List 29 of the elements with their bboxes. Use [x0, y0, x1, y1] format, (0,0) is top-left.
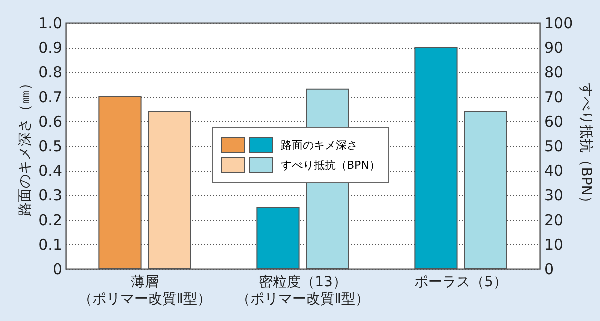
y2-tick-label: 40 — [544, 162, 564, 180]
y-tick-label: 0.9 — [38, 39, 62, 58]
legend-label: 路面のキメ深さ — [281, 138, 358, 152]
y-tick-label: 0.1 — [38, 236, 62, 254]
y2-axis-title: すべり抵抗（BPN） — [578, 83, 594, 210]
y-tick-label: 0.3 — [38, 186, 62, 205]
y2-tick-label: 20 — [544, 211, 564, 230]
y-tick-label: 1.0 — [38, 14, 62, 32]
x-tick-label: 薄層（ポリマー改質Ⅱ型） — [78, 274, 212, 308]
y-tick-label: 0.5 — [38, 138, 62, 156]
y-tick-label: 0.6 — [38, 112, 62, 131]
y2-tick-label: 10 — [544, 236, 564, 254]
y2-tick-label: 0 — [544, 260, 554, 278]
y2-tick-label: 100 — [544, 14, 574, 32]
x-tick-label: ポーラス（5） — [414, 274, 508, 290]
y-axis-title: 路面のキメ深さ（㎜） — [18, 76, 34, 216]
y-tick-label: 0.2 — [38, 211, 62, 230]
y-tick-label: 0.4 — [38, 162, 62, 180]
y-tick-label: 0.7 — [38, 88, 62, 106]
x-tick-label: 密粒度（13）（ポリマー改質Ⅱ型） — [236, 274, 370, 308]
y2-tick-label: 80 — [544, 64, 564, 82]
y2-tick-label: 50 — [544, 138, 564, 156]
y-tick-label: 0.8 — [38, 64, 62, 82]
y2-tick-label: 30 — [544, 186, 564, 205]
y-tick-label: 0 — [52, 260, 62, 278]
y2-tick-label: 60 — [544, 112, 564, 131]
y2-tick-label: 90 — [544, 39, 564, 58]
y2-tick-label: 70 — [544, 88, 564, 106]
legend-label: すべり抵抗（BPN） — [281, 158, 380, 172]
